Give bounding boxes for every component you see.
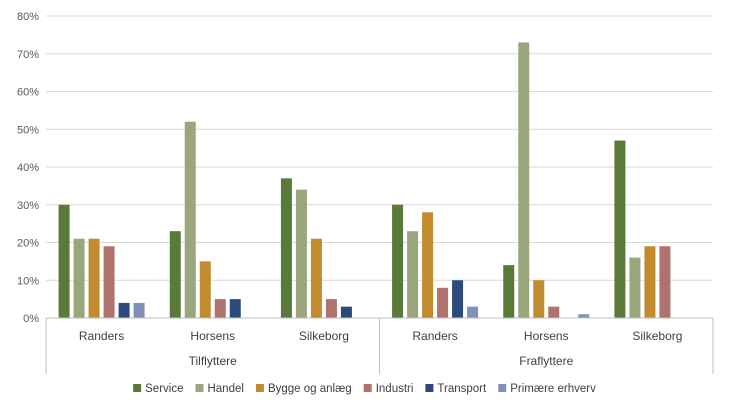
legend-item-service: Service (133, 383, 183, 395)
bar-handel-silkeborg (295, 189, 307, 318)
x-category-label: Randers (412, 329, 457, 343)
y-tick-label: 0% (23, 313, 39, 325)
bar-industri-silkeborg (659, 246, 671, 318)
bar-bygge-og-anlæg-horsens (199, 261, 211, 318)
bar-handel-randers (407, 231, 419, 318)
x-category-label: Silkeborg (632, 329, 682, 343)
y-tick-label: 70% (17, 49, 39, 61)
legend-swatch (498, 384, 507, 392)
bar-transport-randers (452, 280, 464, 318)
legend-item-primære-erhverv: Primære erhverv (498, 383, 596, 395)
bar-handel-randers (73, 238, 85, 318)
y-tick-label: 60% (17, 87, 39, 99)
bar-service-randers (392, 204, 404, 318)
x-axis (45, 317, 714, 374)
bar-service-silkeborg (280, 178, 292, 318)
bar-handel-horsens (184, 121, 196, 318)
legend-label: Handel (207, 383, 243, 395)
bar-service-horsens (503, 265, 515, 318)
bar-industri-horsens (548, 306, 560, 318)
x-group-label: Tilflyttere (189, 354, 238, 368)
legend-swatch (195, 384, 204, 392)
bar-bygge-og-anlæg-horsens (533, 280, 545, 318)
bar-handel-horsens (518, 42, 530, 319)
bar-primære-erhverv-horsens (578, 314, 590, 318)
bar-handel-silkeborg (629, 257, 641, 318)
legend-swatch (133, 384, 142, 392)
bar-transport-silkeborg (340, 306, 352, 318)
x-group-label: Fraflyttere (519, 354, 573, 368)
legend-label: Transport (437, 383, 487, 395)
legend-label: Industri (376, 383, 414, 395)
bar-transport-randers (118, 302, 130, 318)
bar-industri-randers (437, 287, 449, 318)
x-category-label: Randers (79, 329, 124, 343)
x-axis-category-labels: Randers Horsens Silkeborg Randers Horsens Sil… (79, 329, 683, 343)
x-axis-group-labels: Tilflyttere Fraflyttere (189, 354, 574, 368)
x-category-label: Horsens (524, 329, 569, 343)
bar-industri-horsens (214, 299, 226, 318)
y-tick-label: 50% (17, 124, 39, 136)
legend-swatch (425, 384, 434, 392)
bar-industri-silkeborg (325, 299, 337, 318)
x-category-label: Silkeborg (299, 329, 349, 343)
bar-primære-erhverv-randers (467, 306, 479, 318)
bar-bygge-og-anlæg-randers (422, 212, 434, 318)
y-tick-label: 40% (17, 162, 39, 174)
bar-service-randers (58, 204, 70, 318)
legend-item-transport: Transport (425, 383, 487, 395)
x-category-label: Horsens (190, 329, 235, 343)
bar-industri-randers (103, 246, 115, 318)
legend-swatch (363, 384, 372, 392)
legend: Service Handel Bygge og anlæg Industri Trans… (133, 383, 596, 395)
legend-label: Service (145, 383, 183, 395)
bar-bygge-og-anlæg-randers (88, 238, 100, 318)
legend-item-handel: Handel (195, 383, 244, 395)
bar-bygge-og-anlæg-silkeborg (310, 238, 322, 318)
legend-item-industri: Industri (363, 383, 414, 395)
bar-primære-erhverv-randers (133, 302, 145, 318)
bar-service-silkeborg (614, 140, 626, 318)
y-axis-tick-labels: 0% 10% 20% 30% 40% 50% 60% 70% 80% (17, 11, 39, 325)
legend-item-bygge-og-anlæg: Bygge og anlæg (255, 383, 352, 395)
bar-bygge-og-anlæg-silkeborg (644, 246, 656, 318)
y-tick-label: 30% (17, 200, 39, 212)
legend-label: Primære erhverv (510, 383, 596, 395)
bar-service-horsens (169, 231, 181, 318)
bars (58, 42, 671, 319)
y-tick-label: 10% (17, 275, 39, 287)
y-tick-label: 20% (17, 238, 39, 250)
y-tick-label: 80% (17, 11, 39, 23)
bar-transport-horsens (229, 299, 241, 318)
gridlines (46, 15, 713, 281)
legend-swatch (255, 384, 264, 392)
legend-label: Bygge og anlæg (268, 383, 352, 395)
